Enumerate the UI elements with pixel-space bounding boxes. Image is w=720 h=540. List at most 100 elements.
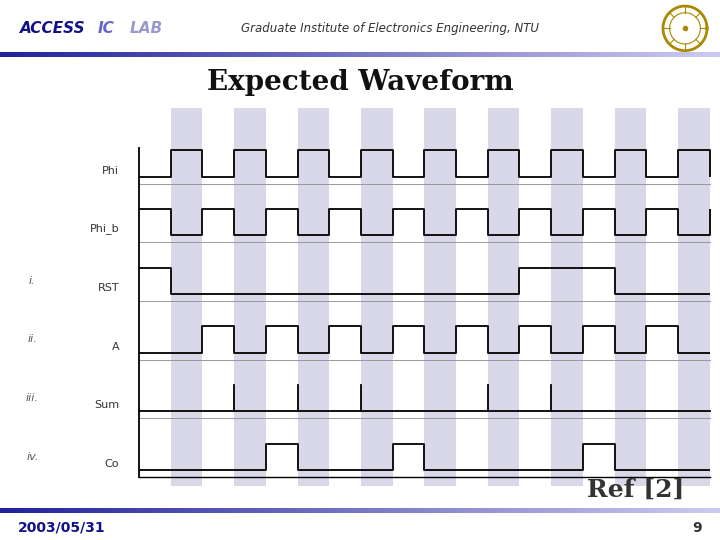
Bar [180, 52, 183, 57]
Bar [79, 508, 82, 513]
Bar [518, 52, 521, 57]
Bar [369, 508, 372, 513]
Bar [576, 52, 579, 57]
Bar [250, 508, 253, 513]
Bar [567, 508, 570, 513]
Bar [521, 508, 523, 513]
Bar [459, 508, 462, 513]
Bar [101, 52, 104, 57]
Bar [598, 508, 600, 513]
Bar [0, 52, 3, 57]
Bar [171, 508, 174, 513]
Bar [682, 52, 685, 57]
Bar [250, 52, 253, 57]
Bar [545, 52, 548, 57]
Bar [34, 52, 37, 57]
Bar [204, 508, 207, 513]
Bar [382, 52, 384, 57]
Bar [27, 508, 30, 513]
Bar [151, 52, 154, 57]
Bar [79, 52, 82, 57]
Bar [398, 52, 401, 57]
Bar [247, 508, 250, 513]
Bar [528, 508, 531, 513]
Bar [142, 508, 145, 513]
Bar [348, 52, 351, 57]
Bar [110, 52, 113, 57]
Bar [485, 52, 487, 57]
Bar [45, 508, 48, 513]
Bar [617, 52, 620, 57]
Text: Phi_b: Phi_b [89, 224, 120, 234]
Bar [410, 508, 413, 513]
Bar [288, 52, 291, 57]
Bar [295, 508, 298, 513]
Bar [425, 508, 428, 513]
Bar [84, 508, 87, 513]
Bar [55, 508, 58, 513]
Bar [139, 508, 142, 513]
Bar [595, 508, 598, 513]
Bar [607, 508, 610, 513]
Bar [274, 52, 276, 57]
Bar [223, 52, 226, 57]
Bar [297, 108, 329, 486]
Bar [315, 52, 318, 57]
Bar [103, 52, 106, 57]
Bar [218, 52, 221, 57]
Bar [99, 508, 102, 513]
Bar [274, 508, 276, 513]
Bar [189, 508, 192, 513]
Bar [302, 508, 305, 513]
Bar [538, 52, 541, 57]
Text: Phi: Phi [102, 166, 120, 176]
Bar [463, 52, 466, 57]
Bar [108, 508, 111, 513]
Bar [610, 508, 613, 513]
Bar [230, 508, 233, 513]
Bar [288, 508, 291, 513]
Bar [531, 508, 534, 513]
Bar [641, 52, 644, 57]
Bar [648, 52, 651, 57]
Bar [286, 52, 289, 57]
Bar [605, 508, 608, 513]
Bar [149, 508, 152, 513]
Bar [17, 52, 19, 57]
Bar [480, 508, 483, 513]
Bar [513, 52, 516, 57]
Bar [684, 508, 687, 513]
Bar [153, 52, 156, 57]
Bar [153, 508, 156, 513]
Bar [125, 508, 127, 513]
Bar [552, 52, 555, 57]
Bar [535, 52, 538, 57]
Bar [535, 508, 538, 513]
Bar [22, 52, 24, 57]
Bar [542, 52, 545, 57]
Bar [612, 508, 615, 513]
Bar [326, 52, 329, 57]
Bar [355, 52, 358, 57]
Bar [14, 508, 17, 513]
Bar [605, 52, 608, 57]
Bar [531, 52, 534, 57]
Bar [646, 508, 649, 513]
Bar [173, 508, 176, 513]
Bar [678, 108, 710, 486]
Bar [168, 52, 171, 57]
Bar [653, 508, 656, 513]
Bar [336, 508, 339, 513]
Bar [171, 52, 174, 57]
Bar [427, 508, 430, 513]
Bar [281, 52, 284, 57]
Bar [45, 52, 48, 57]
Bar [91, 52, 94, 57]
Bar [14, 52, 17, 57]
Bar [698, 508, 701, 513]
Bar [466, 508, 469, 513]
Bar [207, 52, 210, 57]
Bar [495, 52, 498, 57]
Bar [533, 52, 536, 57]
Bar [238, 508, 240, 513]
